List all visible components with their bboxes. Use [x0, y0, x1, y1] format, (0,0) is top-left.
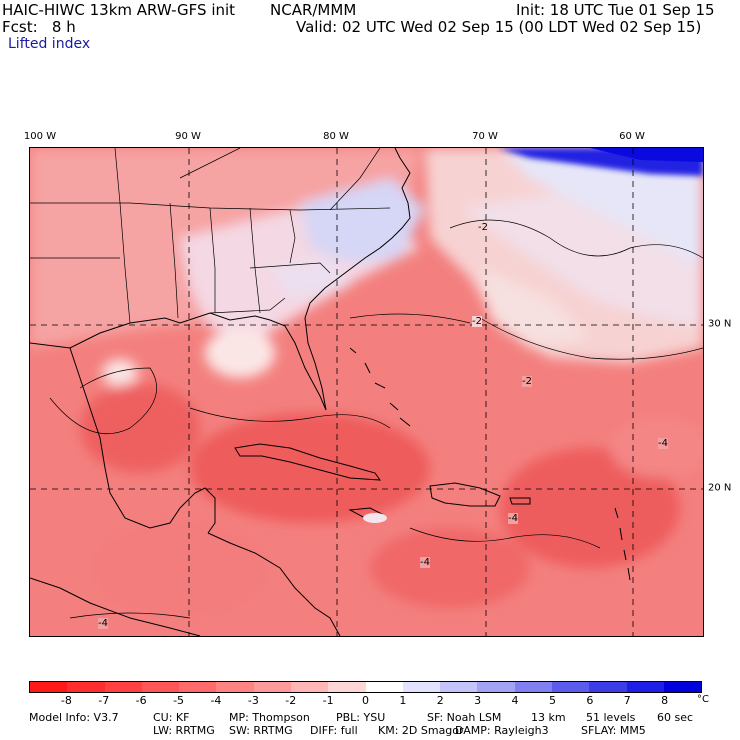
state-boundaries — [30, 148, 391, 324]
colorbar-tick-label: 2 — [436, 694, 444, 707]
lifted-index-map: -2 -2 -2 -4 -4 -4 -4 — [29, 147, 704, 637]
lat-label-20n: 20 N — [708, 482, 732, 494]
lon-label-60w: 60 W — [619, 131, 645, 142]
colorbar-swatch — [67, 682, 105, 692]
model-title: HAIC-HIWC 13km ARW-GFS init — [2, 1, 236, 19]
colorbar-tick-label: -1 — [322, 694, 334, 707]
colorbar-swatch — [141, 682, 180, 692]
colorbar-swatch — [626, 682, 664, 692]
contour-label: -2 — [522, 376, 532, 387]
stable-spot — [363, 513, 387, 523]
lon-label-90w: 90 W — [175, 131, 201, 142]
model-info-item: CU: KF — [153, 711, 190, 724]
colorbar-swatch — [477, 682, 515, 692]
colorbar-tick-label: 1 — [399, 694, 407, 707]
model-info-item: PBL: YSU — [336, 711, 386, 724]
model-info-item: Model Info: V3.7 — [29, 711, 119, 724]
colorbar-swatch — [440, 682, 478, 692]
lon-label-80w: 80 W — [323, 131, 349, 142]
colorbar-tick-label: -7 — [98, 694, 110, 707]
colorbar-tick-label: 3 — [474, 694, 482, 707]
model-info-item: LW: RRTMG — [153, 724, 215, 737]
contour-label: -2 — [472, 316, 482, 327]
colorbar-tick-label: -3 — [247, 694, 259, 707]
model-info-item: 51 levels — [586, 711, 636, 724]
contours — [49, 219, 703, 619]
colorbar-tick-label: 8 — [661, 694, 669, 707]
colorbar-swatch — [402, 682, 441, 692]
model-info-item: MP: Thompson — [229, 711, 310, 724]
model-info-item: SF: Noah LSM — [427, 711, 502, 724]
model-info-item: SFLAY: MM5 — [581, 724, 646, 737]
colorbar-swatch — [216, 682, 254, 692]
colorbar-swatch — [30, 682, 68, 692]
model-info-item: 13 km — [531, 711, 566, 724]
colorbar-tick-label: 0 — [362, 694, 369, 707]
contour-label: -4 — [508, 513, 518, 524]
contour-label: -4 — [98, 618, 108, 629]
colorbar-swatch — [290, 682, 329, 692]
colorbar-tick-label: -6 — [135, 694, 147, 707]
contour-label: -2 — [478, 222, 488, 233]
colorbar-swatch — [253, 682, 291, 692]
model-info-item: SW: RRTMG — [229, 724, 293, 737]
lat-label-30n: 30 N — [708, 318, 732, 330]
colorbar-tick-label: -8 — [60, 694, 72, 707]
init-time: Init: 18 UTC Tue 01 Sep 15 — [516, 1, 715, 19]
colorbar-swatch — [328, 682, 366, 692]
contour-label: -4 — [420, 557, 430, 568]
coastlines — [30, 148, 631, 636]
model-info-item: DIFF: full — [310, 724, 358, 737]
colorbar-tick-label: -4 — [210, 694, 222, 707]
colorbar-swatch — [551, 682, 590, 692]
model-info-item: KM: 2D Smagor — [378, 724, 464, 737]
colorbar-unit: °C — [697, 694, 709, 705]
lon-label-70w: 70 W — [472, 131, 498, 142]
colorbar-swatch — [179, 682, 217, 692]
lon-label-100w: 100 W — [23, 131, 57, 142]
valid-time: Valid: 02 UTC Wed 02 Sep 15 (00 LDT Wed … — [296, 18, 702, 36]
colorbar-swatch — [663, 682, 702, 692]
colorbar-tick-label: -5 — [173, 694, 185, 707]
model-info-item: DAMP: Rayleigh3 — [455, 724, 549, 737]
forecast-hour: Fcst: 8 h — [2, 18, 76, 36]
colorbar-swatch — [514, 682, 552, 692]
contour-label: -4 — [658, 438, 668, 449]
model-info-item: 60 sec — [657, 711, 694, 724]
colorbar-swatch — [365, 682, 403, 692]
colorbar-tick-label: 7 — [623, 694, 631, 707]
colorbar-tick-label: 5 — [548, 694, 556, 707]
colorbar — [29, 681, 702, 693]
colorbar-tick-label: -2 — [285, 694, 297, 707]
field-shading — [30, 148, 703, 618]
field-name: Lifted index — [8, 36, 91, 52]
organization-label: NCAR/MMM — [270, 1, 357, 19]
colorbar-tick-label: 4 — [511, 694, 519, 707]
map-canvas — [30, 148, 703, 636]
colorbar-tick-label: 6 — [586, 694, 594, 707]
colorbar-swatch — [589, 682, 627, 692]
colorbar-swatch — [104, 682, 142, 692]
